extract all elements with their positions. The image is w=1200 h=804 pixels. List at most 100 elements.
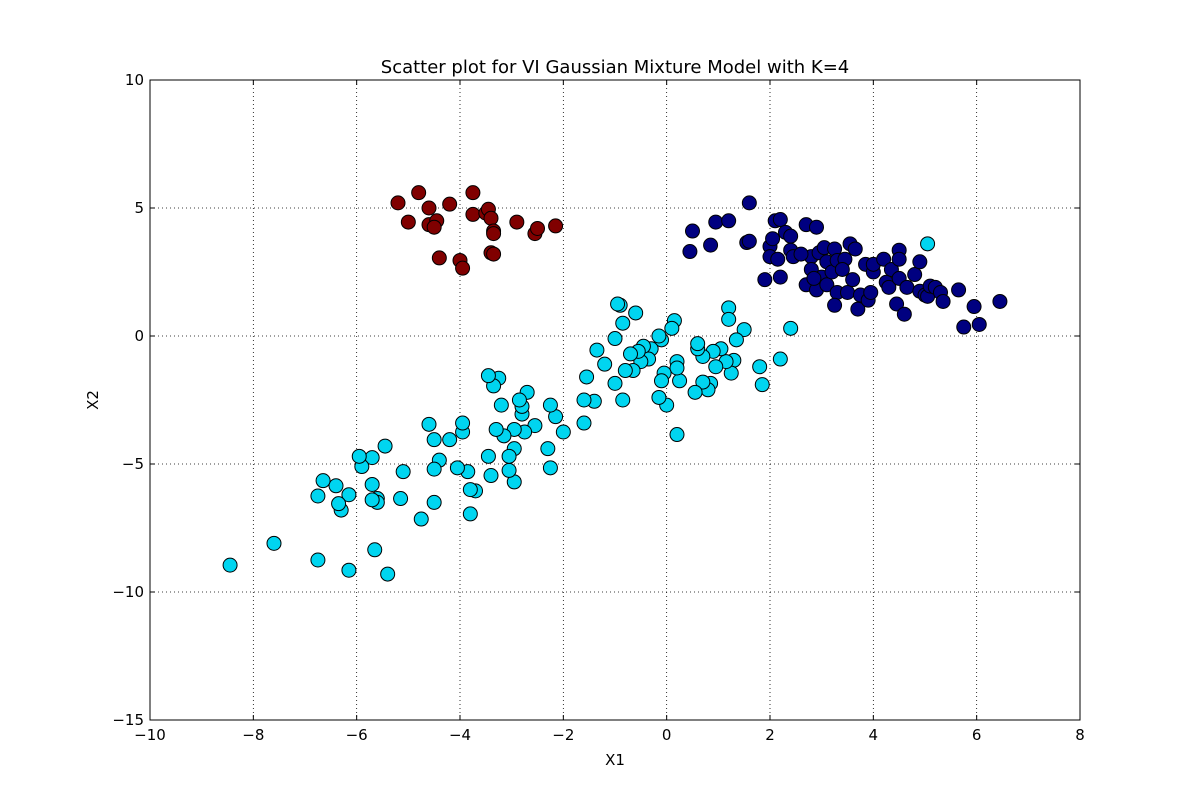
data-point bbox=[754, 377, 770, 393]
data-point bbox=[597, 356, 613, 372]
data-point bbox=[455, 260, 471, 276]
data-point bbox=[809, 219, 824, 235]
data-point bbox=[703, 237, 719, 253]
data-point bbox=[509, 214, 525, 230]
data-point bbox=[793, 246, 809, 262]
data-points bbox=[222, 185, 1008, 582]
data-point bbox=[222, 557, 238, 573]
data-point bbox=[651, 328, 667, 344]
y-axis-label: X2 bbox=[84, 390, 102, 410]
data-point bbox=[377, 438, 393, 454]
data-point bbox=[806, 270, 822, 286]
data-point bbox=[442, 432, 458, 448]
data-point bbox=[486, 226, 502, 242]
data-point bbox=[400, 214, 416, 230]
data-point bbox=[493, 397, 509, 413]
data-point bbox=[542, 397, 558, 413]
data-point bbox=[426, 219, 442, 235]
data-point bbox=[426, 432, 442, 448]
data-point bbox=[449, 460, 465, 476]
data-point bbox=[610, 296, 626, 312]
data-point bbox=[607, 331, 623, 347]
data-point bbox=[442, 196, 458, 212]
x-tick-label: −10 bbox=[134, 726, 166, 744]
data-point bbox=[548, 218, 564, 234]
data-point bbox=[770, 251, 786, 267]
data-point bbox=[876, 251, 892, 267]
x-tick-label: −4 bbox=[449, 726, 471, 744]
data-point bbox=[331, 496, 347, 512]
data-point bbox=[847, 241, 863, 257]
data-point bbox=[628, 305, 644, 321]
data-point bbox=[589, 342, 605, 358]
data-point bbox=[757, 272, 773, 288]
data-point bbox=[935, 293, 951, 309]
data-point bbox=[863, 284, 879, 300]
data-point bbox=[690, 336, 706, 352]
data-point bbox=[511, 392, 527, 408]
series-2 bbox=[222, 236, 936, 582]
data-point bbox=[956, 319, 972, 335]
data-point bbox=[310, 488, 326, 504]
x-tick-label: 6 bbox=[972, 726, 982, 744]
data-point bbox=[672, 373, 688, 389]
data-point bbox=[920, 236, 936, 252]
y-tick-label: −5 bbox=[122, 455, 144, 473]
data-point bbox=[741, 195, 757, 211]
data-point bbox=[889, 296, 905, 312]
data-point bbox=[411, 185, 427, 201]
data-point bbox=[951, 282, 967, 298]
data-point bbox=[695, 374, 711, 390]
data-point bbox=[540, 441, 556, 457]
x-axis-label: X1 bbox=[605, 751, 625, 769]
data-point bbox=[896, 306, 912, 322]
data-point bbox=[421, 200, 437, 216]
y-tick-label: −15 bbox=[112, 711, 144, 729]
series-1 bbox=[682, 195, 1008, 335]
data-point bbox=[827, 297, 843, 313]
data-point bbox=[480, 368, 496, 384]
data-point bbox=[912, 254, 928, 270]
data-point bbox=[462, 482, 478, 498]
data-point bbox=[480, 448, 496, 464]
data-point bbox=[413, 511, 429, 527]
data-point bbox=[971, 316, 987, 332]
data-point bbox=[772, 351, 788, 367]
data-point bbox=[850, 301, 866, 317]
data-point bbox=[992, 293, 1008, 309]
data-point bbox=[783, 320, 799, 336]
data-point bbox=[834, 261, 850, 277]
data-point bbox=[555, 424, 571, 440]
data-point bbox=[310, 552, 326, 568]
data-point bbox=[891, 251, 907, 267]
x-tick-label: 0 bbox=[662, 726, 672, 744]
data-point bbox=[772, 269, 788, 285]
data-point bbox=[395, 464, 411, 480]
data-point bbox=[721, 213, 737, 229]
data-point bbox=[465, 206, 481, 222]
data-point bbox=[651, 389, 667, 405]
data-point bbox=[966, 299, 982, 315]
data-point bbox=[682, 244, 698, 260]
data-point bbox=[685, 223, 700, 239]
x-tick-label: 8 bbox=[1075, 726, 1085, 744]
data-point bbox=[654, 373, 669, 389]
y-tick-label: −10 bbox=[112, 583, 144, 601]
data-point bbox=[390, 195, 406, 211]
data-point bbox=[486, 246, 502, 262]
data-point bbox=[907, 267, 923, 283]
y-tick-label: 0 bbox=[134, 327, 144, 345]
data-point bbox=[687, 384, 703, 400]
data-point bbox=[615, 315, 631, 331]
data-point bbox=[721, 311, 737, 327]
data-point bbox=[328, 478, 344, 494]
data-point bbox=[819, 277, 835, 293]
chart-title: Scatter plot for VI Gaussian Mixture Mod… bbox=[381, 57, 849, 78]
data-point bbox=[607, 375, 623, 391]
data-point bbox=[431, 250, 447, 266]
data-point bbox=[426, 494, 442, 510]
data-point bbox=[501, 448, 517, 464]
